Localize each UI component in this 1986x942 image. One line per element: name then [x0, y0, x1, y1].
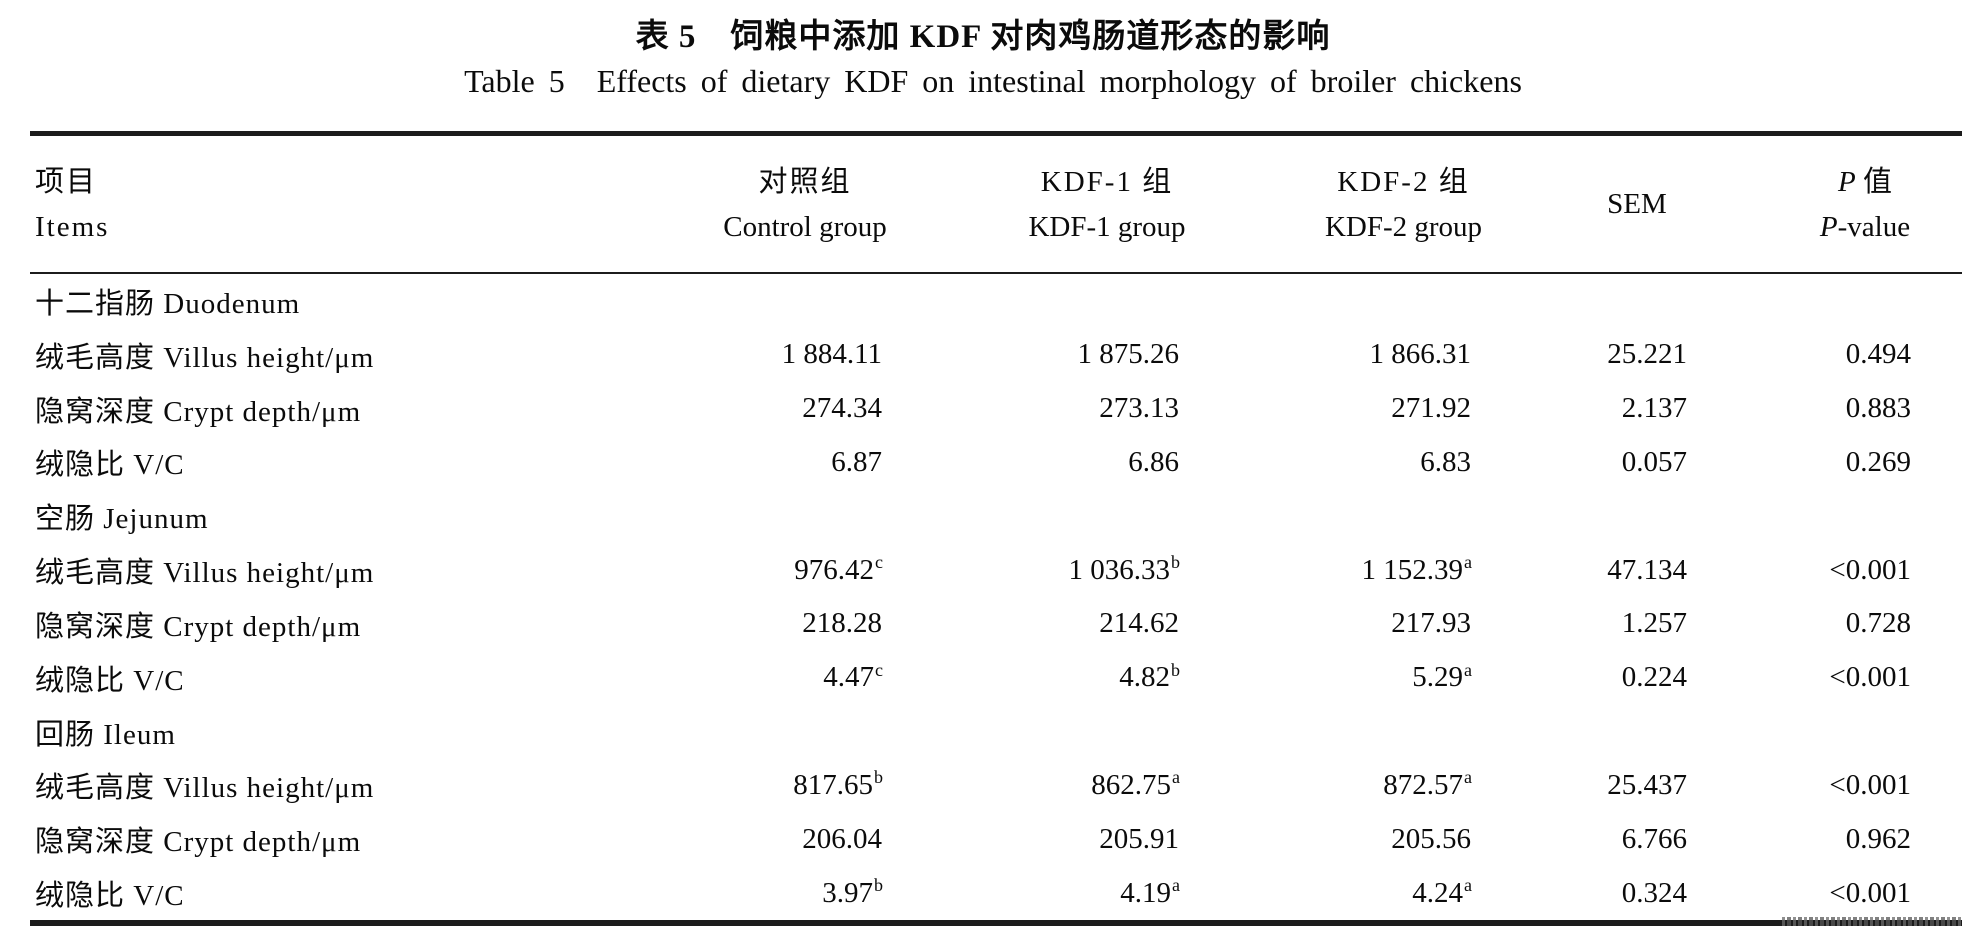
row-label: 绒毛高度 Villus height/μm	[35, 557, 375, 590]
row-label: 隐窝深度 Crypt depth/μm	[35, 826, 362, 859]
row-label: 绒隐比 V/C	[35, 449, 185, 482]
value-cell: 1 866.31	[1369, 338, 1472, 371]
value-cell: 271.92	[1391, 392, 1471, 425]
value-cell: <0.001	[1829, 876, 1911, 909]
value-cell: 0.324	[1621, 876, 1687, 909]
table-row: 绒隐比 V/C 6.87 6.86 6.83 0.057 0.269	[30, 435, 1962, 489]
value-cell: 206.04	[802, 822, 882, 855]
row-label: 十二指肠 Duodenum	[35, 287, 301, 320]
value-cell: 0.728	[1845, 607, 1911, 640]
col-header-pvalue-zh: P 值	[1838, 165, 1892, 198]
value-cell: 273.13	[1099, 392, 1179, 425]
col-header-kdf1-en: KDF-1 group	[1028, 210, 1186, 243]
table-bottom-rule	[30, 919, 1962, 926]
value-cell: 872.57a	[1383, 767, 1472, 801]
value-cell: 25.437	[1607, 768, 1687, 801]
table-row: 绒毛高度 Villus height/μm 1 884.11 1 875.26 …	[30, 328, 1962, 382]
row-label: 隐窝深度 Crypt depth/μm	[35, 610, 362, 643]
section-row-jejunum: 空肠 Jejunum	[30, 489, 1962, 543]
data-table: 项目 Items 对照组 Control group KDF-1 组 KDF-1…	[30, 131, 1962, 926]
value-cell: 6.83	[1420, 445, 1471, 478]
table-row: 隐窝深度 Crypt depth/μm 274.34 273.13 271.92…	[30, 382, 1962, 436]
value-cell: <0.001	[1829, 661, 1911, 694]
value-cell: <0.001	[1829, 768, 1911, 801]
row-label: 回肠 Ileum	[35, 718, 176, 751]
value-cell: 47.134	[1607, 553, 1687, 586]
value-cell: 5.29a	[1412, 659, 1472, 694]
value-cell: 6.87	[831, 445, 882, 478]
value-cell: 217.93	[1391, 607, 1471, 640]
table-title-zh: 表 5 饲粮中添加 KDF 对肉鸡肠道形态的影响	[635, 19, 1331, 55]
col-header-control: 对照组 Control group	[545, 165, 945, 244]
value-cell: 218.28	[802, 607, 882, 640]
value-cell: 2.137	[1621, 392, 1687, 425]
row-label: 绒隐比 V/C	[35, 880, 185, 913]
value-cell: 817.65b	[793, 767, 883, 801]
table-top-rule	[30, 131, 1962, 136]
value-cell: 274.34	[802, 392, 882, 425]
row-label: 空肠 Jejunum	[35, 503, 209, 536]
watermark-artifact	[1782, 917, 1962, 926]
col-header-control-zh: 对照组	[758, 165, 852, 198]
value-cell: 1 152.39a	[1361, 551, 1473, 586]
table-row: 隐窝深度 Crypt depth/μm 218.28 214.62 217.93…	[30, 597, 1962, 651]
row-label: 绒毛高度 Villus height/μm	[35, 341, 375, 374]
table-row: 绒毛高度 Villus height/μm 817.65b 862.75a 87…	[30, 758, 1962, 812]
value-cell: 4.82b	[1119, 659, 1180, 694]
col-header-kdf2-zh: KDF-2 组	[1337, 165, 1470, 198]
value-cell: 0.269	[1845, 445, 1911, 478]
value-cell: 4.19a	[1120, 874, 1180, 909]
value-cell: 3.97b	[822, 874, 883, 909]
col-header-kdf2-en: KDF-2 group	[1324, 210, 1483, 243]
table-row: 绒隐比 V/C 4.47c 4.82b 5.29a 0.224 <0.001	[30, 651, 1962, 705]
section-row-duodenum: 十二指肠 Duodenum	[30, 274, 1962, 328]
col-header-items: 项目 Items	[30, 165, 545, 244]
col-header-items-en: Items	[35, 210, 110, 243]
row-label: 隐窝深度 Crypt depth/μm	[35, 395, 362, 428]
col-header-sem-label: SEM	[1607, 188, 1667, 220]
table-row: 绒隐比 V/C 3.97b 4.19a 4.24a 0.324 <0.001	[30, 866, 1962, 920]
section-row-ileum: 回肠 Ileum	[30, 705, 1962, 759]
table-row: 绒毛高度 Villus height/μm 976.42c 1 036.33b …	[30, 543, 1962, 597]
value-cell: 0.224	[1621, 661, 1687, 694]
value-cell: 6.766	[1621, 822, 1687, 855]
value-cell: 6.86	[1128, 445, 1179, 478]
value-cell: 205.91	[1099, 822, 1179, 855]
col-header-control-en: Control group	[723, 210, 887, 243]
table-body: 十二指肠 Duodenum 绒毛高度 Villus height/μm 1 88…	[30, 274, 1962, 920]
col-header-pvalue-en: P-value	[1819, 210, 1911, 243]
col-header-kdf2: KDF-2 组 KDF-2 group	[1235, 165, 1520, 244]
value-cell: 976.42c	[794, 551, 883, 586]
value-cell: 0.057	[1621, 445, 1687, 478]
value-cell: 4.47c	[823, 659, 883, 694]
table-header-rule	[30, 272, 1962, 274]
value-cell: <0.001	[1829, 553, 1911, 586]
value-cell: 0.962	[1845, 822, 1911, 855]
value-cell: 205.56	[1391, 822, 1471, 855]
value-cell: 1 884.11	[781, 338, 882, 371]
col-header-sem: SEM	[1520, 187, 1740, 221]
col-header-pvalue: P 值 P-value	[1740, 165, 1962, 244]
value-cell: 25.221	[1607, 338, 1687, 371]
value-cell: 4.24a	[1412, 874, 1472, 909]
value-cell: 0.883	[1845, 392, 1911, 425]
row-label: 绒毛高度 Villus height/μm	[35, 772, 375, 805]
table-title-en: Table 5 Effects of dietary KDF on intest…	[464, 63, 1522, 99]
value-cell: 862.75a	[1091, 767, 1180, 801]
row-label: 绒隐比 V/C	[35, 664, 185, 697]
value-cell: 1.257	[1621, 607, 1687, 640]
value-cell: 1 875.26	[1077, 338, 1180, 371]
col-header-kdf1: KDF-1 组 KDF-1 group	[945, 165, 1235, 244]
table-row: 隐窝深度 Crypt depth/μm 206.04 205.91 205.56…	[30, 812, 1962, 866]
col-header-items-zh: 项目	[35, 165, 98, 198]
value-cell: 0.494	[1845, 338, 1911, 371]
value-cell: 1 036.33b	[1068, 551, 1181, 586]
col-header-kdf1-zh: KDF-1 组	[1040, 165, 1174, 198]
table-header: 项目 Items 对照组 Control group KDF-1 组 KDF-1…	[30, 136, 1962, 272]
value-cell: 214.62	[1099, 607, 1179, 640]
